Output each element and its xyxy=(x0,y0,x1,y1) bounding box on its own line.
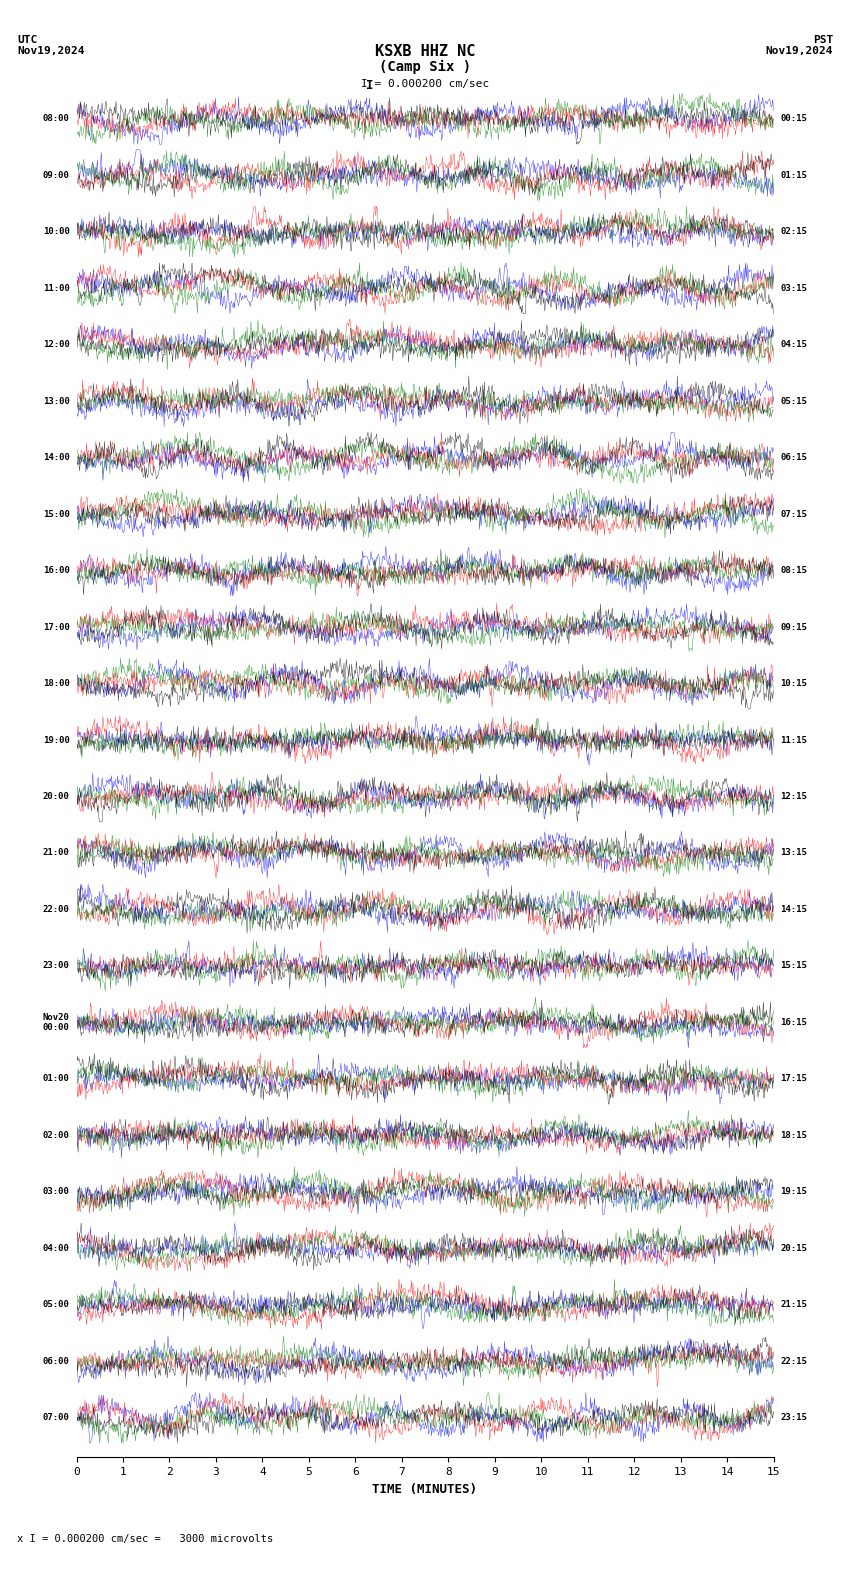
Text: 04:15: 04:15 xyxy=(780,341,808,348)
Text: 11:00: 11:00 xyxy=(42,284,70,293)
Text: 23:00: 23:00 xyxy=(42,961,70,971)
Text: 16:00: 16:00 xyxy=(42,565,70,575)
Text: 10:15: 10:15 xyxy=(780,680,808,687)
Text: 08:00: 08:00 xyxy=(42,114,70,124)
Text: 17:15: 17:15 xyxy=(780,1074,808,1083)
Text: 20:15: 20:15 xyxy=(780,1243,808,1253)
Text: 05:00: 05:00 xyxy=(42,1300,70,1310)
Text: 04:00: 04:00 xyxy=(42,1243,70,1253)
Text: 21:15: 21:15 xyxy=(780,1300,808,1310)
Text: 17:00: 17:00 xyxy=(42,623,70,632)
Text: Nov20
00:00: Nov20 00:00 xyxy=(42,1012,70,1033)
Text: 00:15: 00:15 xyxy=(780,114,808,124)
Text: 18:00: 18:00 xyxy=(42,680,70,687)
Text: 14:00: 14:00 xyxy=(42,453,70,463)
Text: 10:00: 10:00 xyxy=(42,227,70,236)
Text: 22:00: 22:00 xyxy=(42,904,70,914)
Text: 19:15: 19:15 xyxy=(780,1188,808,1196)
Text: 23:15: 23:15 xyxy=(780,1413,808,1422)
Text: 07:00: 07:00 xyxy=(42,1413,70,1422)
Text: 16:15: 16:15 xyxy=(780,1019,808,1026)
Text: x I = 0.000200 cm/sec =   3000 microvolts: x I = 0.000200 cm/sec = 3000 microvolts xyxy=(17,1535,273,1544)
Text: 09:15: 09:15 xyxy=(780,623,808,632)
Text: 11:15: 11:15 xyxy=(780,735,808,744)
Text: 22:15: 22:15 xyxy=(780,1357,808,1365)
Text: 14:15: 14:15 xyxy=(780,904,808,914)
Text: 21:00: 21:00 xyxy=(42,849,70,857)
Text: 12:15: 12:15 xyxy=(780,792,808,802)
Text: 12:00: 12:00 xyxy=(42,341,70,348)
Text: KSXB HHZ NC: KSXB HHZ NC xyxy=(375,44,475,59)
Text: (Camp Six ): (Camp Six ) xyxy=(379,60,471,74)
Text: PST
Nov19,2024: PST Nov19,2024 xyxy=(766,35,833,57)
Text: 03:00: 03:00 xyxy=(42,1188,70,1196)
Text: 06:00: 06:00 xyxy=(42,1357,70,1365)
Text: I = 0.000200 cm/sec: I = 0.000200 cm/sec xyxy=(361,79,489,89)
Text: 09:00: 09:00 xyxy=(42,171,70,179)
Text: 15:00: 15:00 xyxy=(42,510,70,518)
Text: 06:15: 06:15 xyxy=(780,453,808,463)
Text: 07:15: 07:15 xyxy=(780,510,808,518)
Text: 13:00: 13:00 xyxy=(42,396,70,406)
Text: 05:15: 05:15 xyxy=(780,396,808,406)
Text: I: I xyxy=(366,79,373,92)
Text: 02:00: 02:00 xyxy=(42,1131,70,1140)
Text: 01:00: 01:00 xyxy=(42,1074,70,1083)
Text: 08:15: 08:15 xyxy=(780,565,808,575)
Text: 20:00: 20:00 xyxy=(42,792,70,802)
X-axis label: TIME (MINUTES): TIME (MINUTES) xyxy=(372,1483,478,1495)
Text: 19:00: 19:00 xyxy=(42,735,70,744)
Text: 03:15: 03:15 xyxy=(780,284,808,293)
Text: 02:15: 02:15 xyxy=(780,227,808,236)
Text: UTC
Nov19,2024: UTC Nov19,2024 xyxy=(17,35,84,57)
Text: 18:15: 18:15 xyxy=(780,1131,808,1140)
Text: 13:15: 13:15 xyxy=(780,849,808,857)
Text: 15:15: 15:15 xyxy=(780,961,808,971)
Text: 01:15: 01:15 xyxy=(780,171,808,179)
